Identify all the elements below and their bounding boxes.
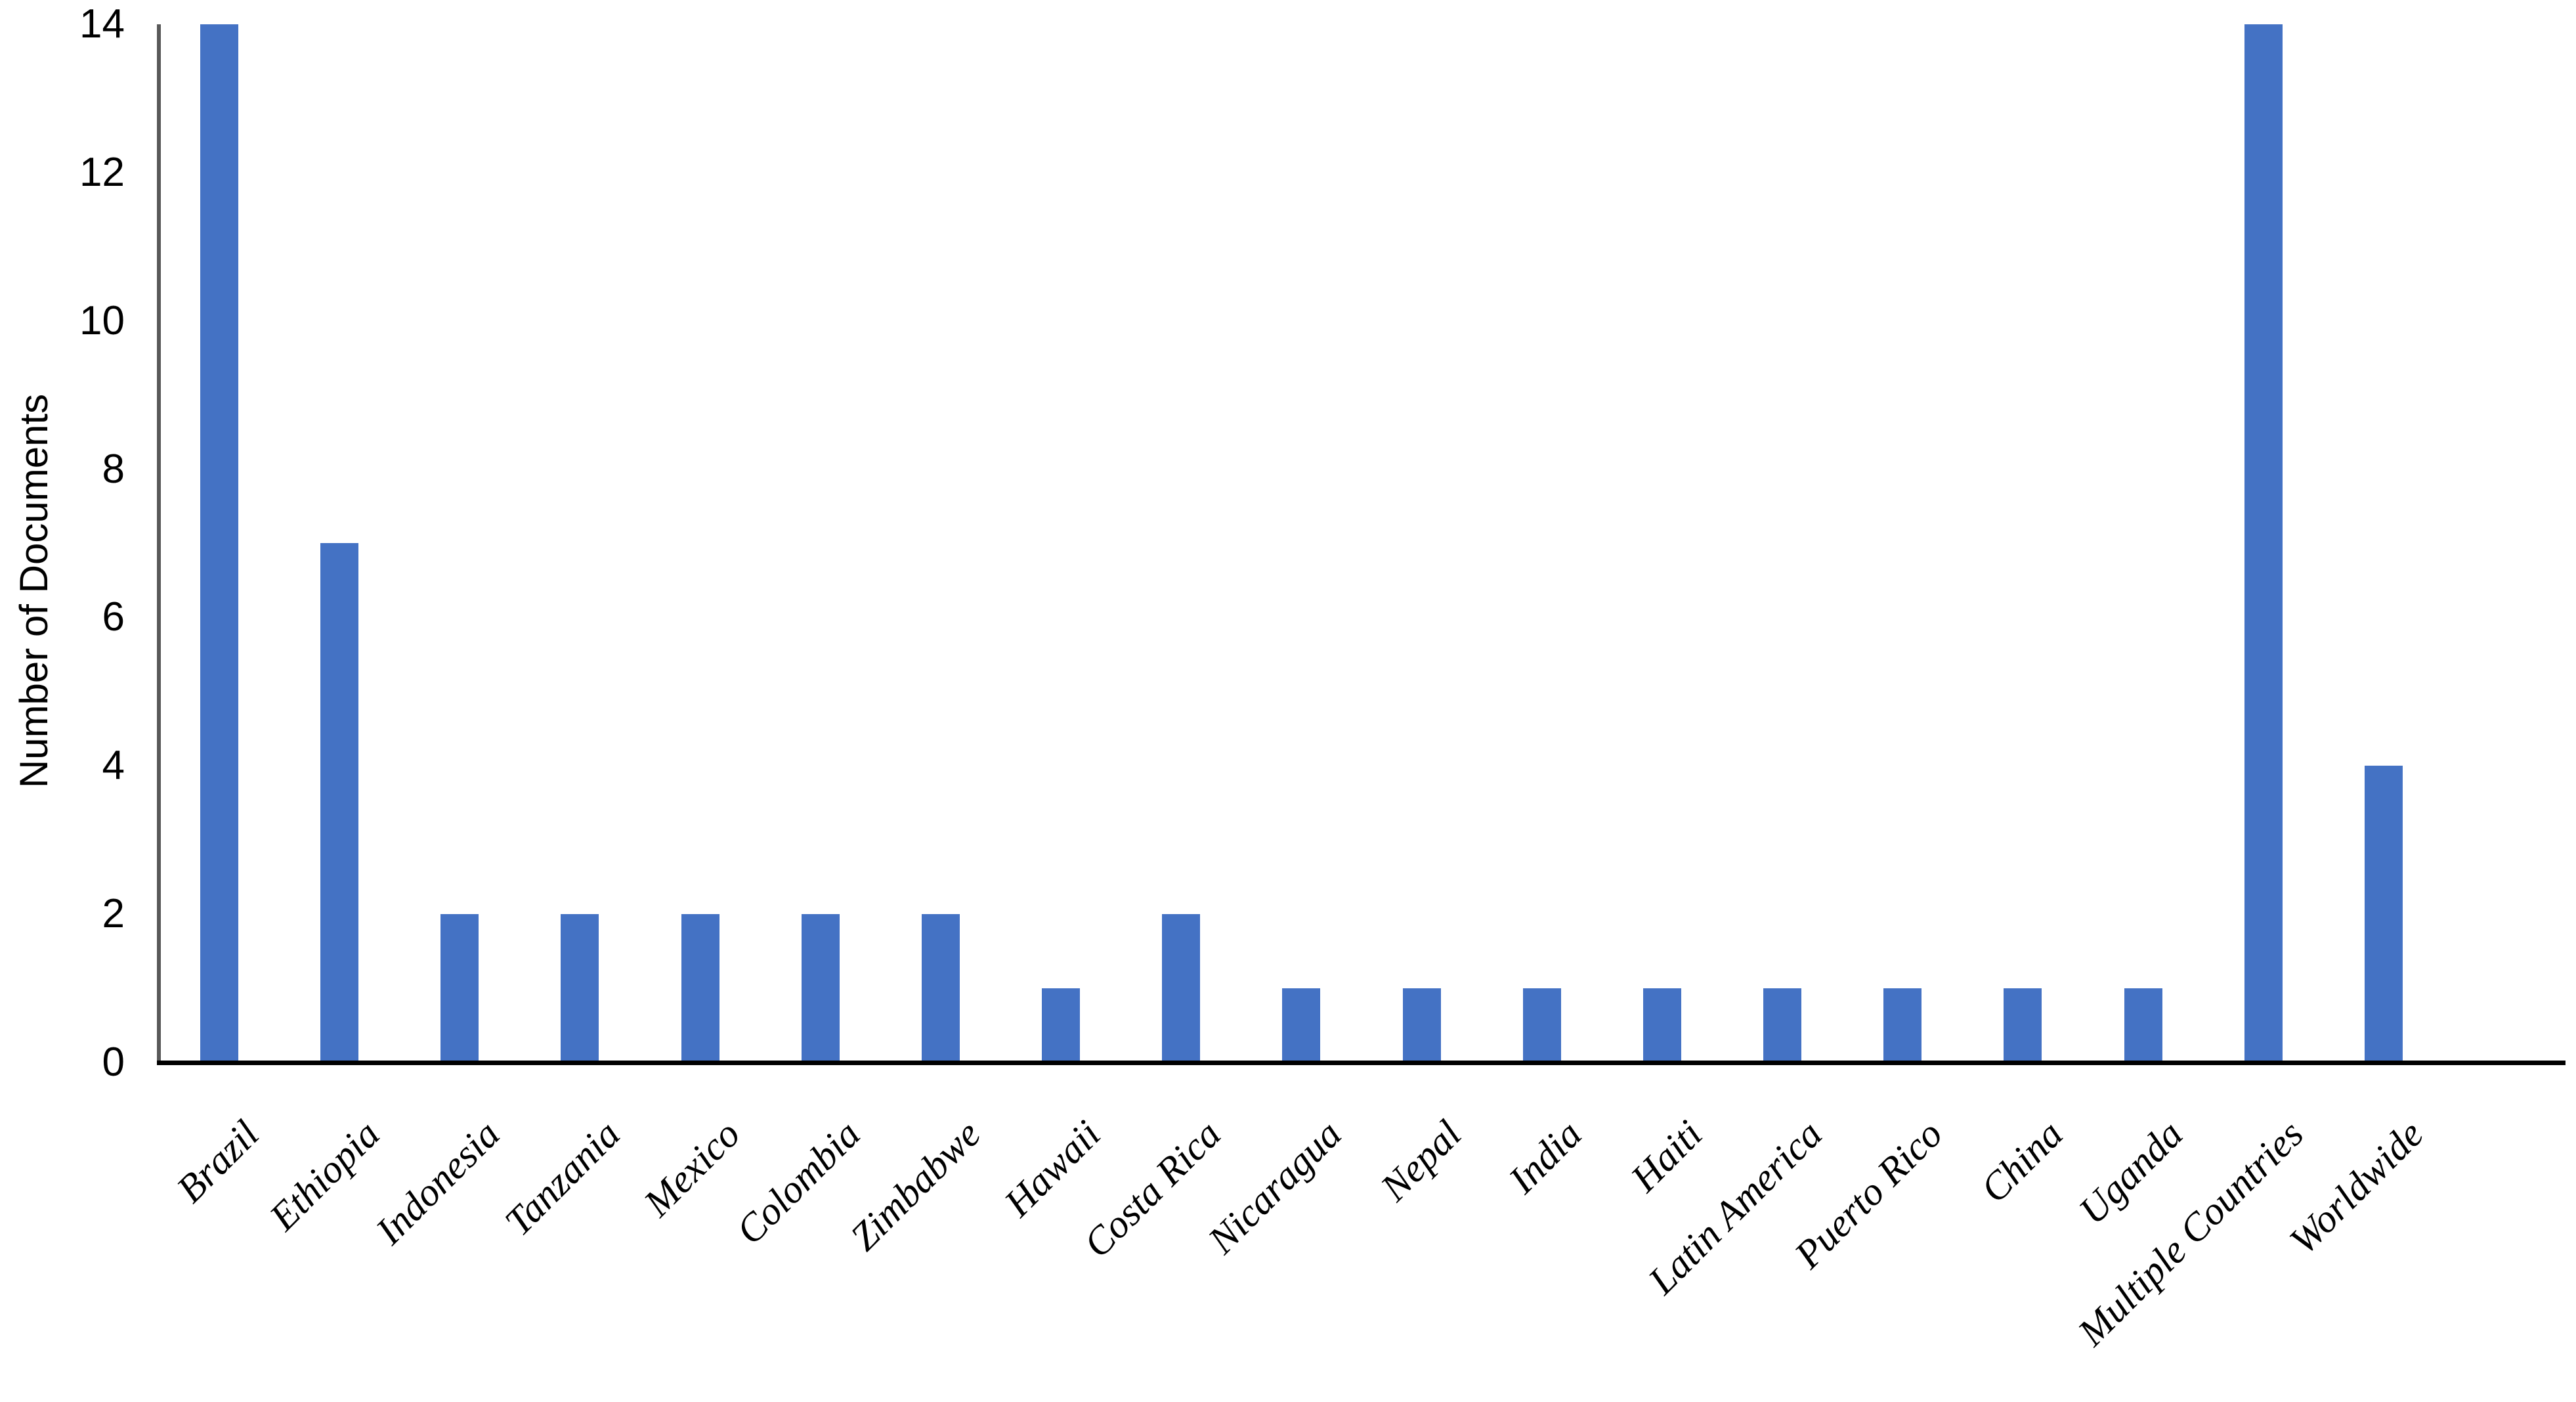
bar (2004, 988, 2042, 1062)
x-category-label: Nicaragua (1199, 1112, 1350, 1262)
x-category-label: Zimbabwe (842, 1112, 989, 1259)
bar (1522, 988, 1561, 1062)
y-tick-label: 4 (102, 743, 125, 789)
y-tick-label: 8 (102, 446, 125, 492)
x-category-label: Nepal (1372, 1112, 1470, 1210)
x-category-label: Mexico (635, 1112, 748, 1225)
y-tick-label: 0 (102, 1040, 125, 1085)
bar (561, 914, 599, 1062)
y-tick-label: 12 (79, 149, 125, 195)
bar (2124, 988, 2162, 1062)
bar (681, 914, 719, 1062)
y-tick-label: 6 (102, 594, 125, 640)
x-axis-line (157, 1061, 2565, 1065)
y-axis-line (157, 24, 161, 1065)
bar (1763, 988, 1802, 1062)
bar (1282, 988, 1321, 1062)
y-tick-label: 14 (79, 1, 125, 47)
bar (801, 914, 840, 1062)
bar (440, 914, 479, 1062)
bar (2244, 24, 2283, 1062)
bar (2364, 766, 2403, 1062)
x-category-label: Tanzania (496, 1112, 628, 1244)
x-category-label: Brazil (168, 1112, 268, 1211)
y-tick-label: 10 (79, 297, 125, 343)
y-tick-label: 2 (102, 891, 125, 937)
x-category-label: Uganda (2071, 1112, 2191, 1233)
bar (200, 24, 238, 1062)
bar (1883, 988, 1922, 1062)
bar (1042, 988, 1081, 1062)
x-category-label: Multiple Countries (2069, 1112, 2311, 1354)
bar (1402, 988, 1441, 1062)
bar (1162, 914, 1201, 1062)
bar (1642, 988, 1681, 1062)
x-category-label: Indonesia (367, 1112, 508, 1253)
x-category-label: Hawaii (996, 1112, 1109, 1225)
bar (320, 543, 359, 1062)
x-category-label: India (1500, 1112, 1590, 1202)
x-category-label: Haiti (1622, 1112, 1711, 1200)
x-category-label: China (1972, 1112, 2071, 1211)
bar (921, 914, 960, 1062)
